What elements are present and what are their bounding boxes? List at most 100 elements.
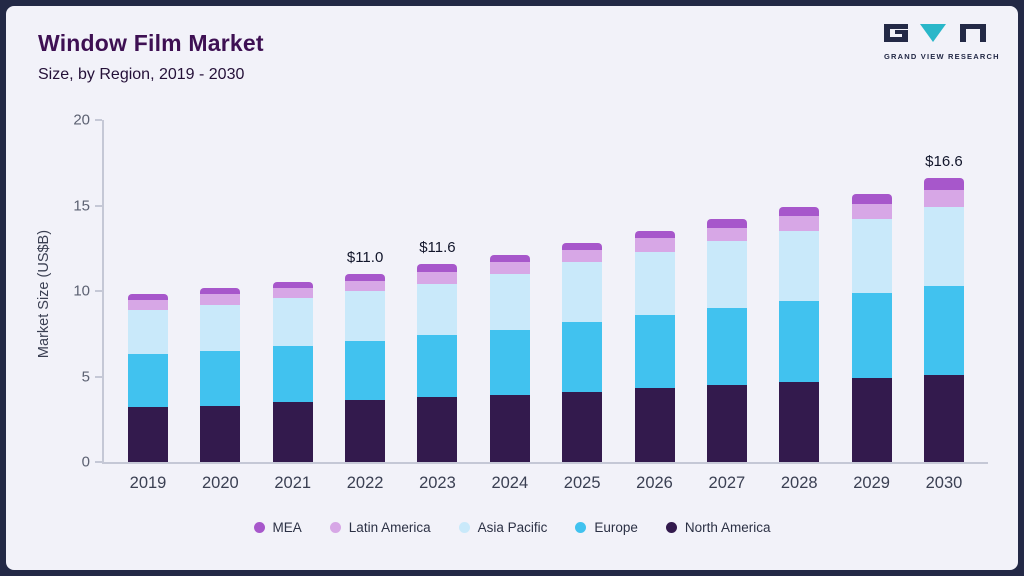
bar-segment-europe (417, 335, 458, 398)
bar-segment-asia-pacific (200, 304, 241, 351)
bar-2024 (489, 120, 530, 462)
bars-container: $11.0 $11.6 $16.6 (104, 120, 988, 462)
y-axis-label: Market Size (US$B) (36, 229, 52, 359)
bar-stack (417, 263, 458, 462)
report-page: Window Film Market Size, by Region, 2019… (6, 6, 1018, 570)
x-tick-label: 2021 (274, 474, 312, 492)
y-tick-mark (95, 119, 102, 121)
x-tick-label: 2029 (853, 474, 890, 492)
bar-segment-latin-america (489, 261, 530, 274)
bar-2027 (706, 120, 747, 462)
bar-segment-europe (272, 345, 313, 403)
legend-color-dot (253, 522, 265, 533)
y-tick-mark (95, 375, 102, 378)
bar-2022: $11.0 (345, 120, 386, 462)
bar-segment-asia-pacific (706, 241, 747, 309)
x-axis-labels: 2019 2020 2021 2022 2023 2024 2025 2026 2027 2028… (104, 474, 988, 493)
y-tick-label: 15 (73, 197, 90, 214)
bar-stack (345, 273, 386, 462)
bar-stack (272, 282, 313, 462)
bar-segment-latin-america (706, 227, 747, 242)
bar-stack (779, 207, 820, 462)
bar-stack (200, 287, 241, 462)
bar-segment-mea (200, 287, 241, 295)
bar-segment-north-america (417, 397, 458, 462)
y-tick-mark (95, 204, 102, 207)
bar-segment-europe (706, 308, 747, 386)
bar-segment-north-america (489, 395, 530, 462)
bar-segment-latin-america (562, 249, 603, 262)
bar-segment-north-america (706, 385, 747, 462)
bar-segment-asia-pacific (851, 219, 892, 293)
grand-view-research-logo: GRAND VIEW RESEARCH (884, 22, 1000, 61)
chart-legend: MEA Latin America Asia Pacific Europe North … (6, 520, 1018, 535)
legend-item-north-america: North America (665, 520, 771, 535)
bar-segment-asia-pacific (128, 309, 168, 355)
bar-2025 (562, 120, 603, 462)
bar-2020 (200, 120, 241, 462)
bar-segment-europe (779, 301, 820, 382)
bar-2026 (634, 120, 675, 462)
bar-segment-europe (634, 314, 675, 389)
bar-segment-europe (851, 292, 892, 379)
bar-stack (489, 255, 530, 462)
bar-segment-north-america (562, 391, 603, 462)
y-tick-label: 5 (81, 368, 90, 385)
legend-label: Latin America (348, 520, 431, 535)
bar-stack (851, 193, 892, 462)
bar-segment-latin-america (923, 190, 964, 208)
bar-2030: $16.6 (923, 120, 964, 462)
bar-segment-mea (272, 282, 313, 288)
bar-segment-mea (417, 263, 458, 273)
x-tick-label: 2027 (708, 474, 746, 492)
bar-segment-latin-america (200, 294, 241, 305)
legend-item-asia-pacific: Asia Pacific (458, 520, 547, 535)
x-tick-label: 2026 (636, 474, 673, 492)
bar-segment-europe (562, 321, 603, 392)
bar-segment-latin-america (417, 272, 458, 285)
bar-segment-europe (923, 285, 964, 375)
y-tick-mark (95, 290, 102, 292)
bar-segment-latin-america (779, 215, 820, 232)
bar-segment-mea (634, 231, 675, 239)
bar-segment-north-america (779, 381, 820, 462)
legend-item-europe: Europe (575, 520, 638, 535)
bar-segment-mea (489, 255, 530, 262)
bar-segment-asia-pacific (923, 207, 964, 286)
x-tick-label: 2025 (563, 474, 601, 492)
legend-color-dot (575, 522, 587, 533)
bar-segment-north-america (128, 407, 168, 462)
bar-segment-latin-america (634, 238, 675, 252)
bar-segment-north-america (851, 378, 892, 462)
bar-segment-europe (128, 354, 168, 408)
bar-2028 (779, 120, 820, 462)
bar-segment-mea (779, 207, 820, 216)
bar-segment-asia-pacific (272, 297, 313, 346)
bar-2029 (851, 120, 892, 462)
x-tick-label: 2020 (202, 474, 239, 492)
bar-segment-asia-pacific (779, 231, 820, 302)
bar-segment-mea (345, 273, 386, 281)
bar-segment-asia-pacific (634, 251, 675, 315)
bar-segment-latin-america (272, 287, 313, 298)
bar-segment-asia-pacific (345, 291, 386, 341)
x-tick-label: 2022 (346, 474, 384, 492)
legend-color-dot (458, 522, 470, 533)
legend-label: North America (684, 520, 771, 535)
legend-item-latin-america: Latin America (329, 520, 431, 535)
x-tick-label: 2019 (129, 474, 167, 492)
y-tick-label: 20 (73, 111, 90, 129)
plot-area: $11.0 $11.6 $16.6 0 5 10 15 20 (73, 113, 988, 470)
bar-segment-north-america (634, 388, 675, 462)
bar-segment-north-america (923, 374, 964, 462)
bar-segment-mea (706, 219, 747, 228)
logo-text: GRAND VIEW RESEARCH (884, 52, 1000, 61)
bar-segment-north-america (272, 402, 313, 462)
y-tick-label: 0 (81, 453, 90, 471)
bar-segment-latin-america (345, 280, 386, 292)
legend-label: MEA (272, 520, 302, 535)
bar-stack (128, 294, 168, 462)
bar-segment-europe (489, 330, 530, 396)
bar-2021 (272, 120, 313, 462)
